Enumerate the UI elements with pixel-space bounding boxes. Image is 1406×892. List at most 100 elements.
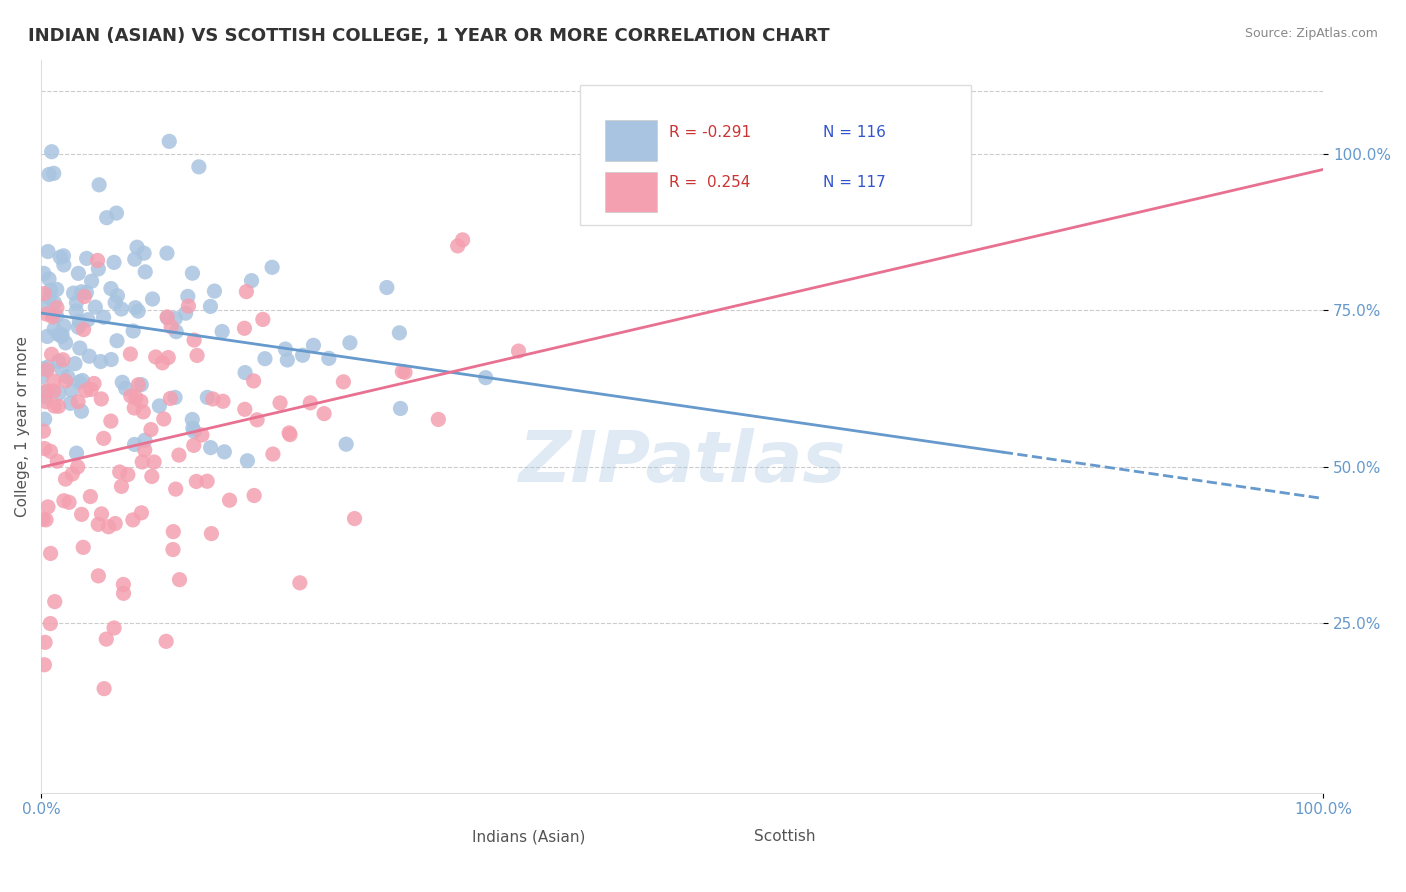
Indians (Asian) — [45, 309, 67, 323]
Scottish — [152, 356, 174, 370]
Indians (Asian) — [41, 145, 63, 159]
Indians (Asian) — [35, 384, 58, 399]
Scottish — [162, 524, 184, 539]
Indians (Asian) — [96, 211, 118, 225]
Scottish — [34, 442, 56, 456]
Indians (Asian) — [32, 266, 55, 280]
Indians (Asian) — [100, 352, 122, 367]
Scottish — [145, 350, 167, 364]
Scottish — [120, 389, 142, 403]
Bar — [605, 120, 657, 161]
Scottish — [218, 493, 240, 508]
Indians (Asian) — [65, 446, 87, 460]
Scottish — [447, 239, 470, 253]
Scottish — [67, 394, 90, 409]
Indians (Asian) — [165, 311, 187, 326]
Scottish — [39, 444, 62, 458]
Indians (Asian) — [124, 252, 146, 267]
Indians (Asian) — [125, 240, 148, 254]
Scottish — [162, 542, 184, 557]
Indians (Asian) — [163, 391, 186, 405]
Scottish — [332, 375, 354, 389]
Text: Scottish: Scottish — [754, 829, 815, 844]
Indians (Asian) — [134, 434, 156, 448]
Scottish — [32, 286, 55, 301]
Indians (Asian) — [37, 244, 59, 259]
Scottish — [152, 412, 174, 426]
Indians (Asian) — [187, 160, 209, 174]
Indians (Asian) — [157, 134, 180, 148]
Scottish — [343, 511, 366, 525]
Scottish — [103, 621, 125, 635]
Scottish — [157, 351, 180, 365]
Scottish — [42, 384, 65, 399]
Scottish — [52, 493, 75, 508]
Scottish — [87, 517, 110, 532]
Indians (Asian) — [124, 301, 146, 315]
Indians (Asian) — [70, 285, 93, 299]
Indians (Asian) — [200, 441, 222, 455]
Indians (Asian) — [104, 295, 127, 310]
Scottish — [90, 507, 112, 521]
Scottish — [243, 488, 266, 502]
Indians (Asian) — [276, 353, 298, 368]
Indians (Asian) — [474, 370, 496, 384]
Scottish — [83, 376, 105, 391]
Indians (Asian) — [38, 168, 60, 182]
Indians (Asian) — [65, 304, 87, 318]
Indians (Asian) — [34, 361, 56, 376]
Indians (Asian) — [177, 289, 200, 303]
Scottish — [93, 431, 115, 445]
Indians (Asian) — [48, 327, 70, 342]
Indians (Asian) — [63, 357, 86, 371]
Scottish — [288, 575, 311, 590]
Scottish — [96, 632, 118, 646]
Indians (Asian) — [37, 329, 59, 343]
Indians (Asian) — [236, 454, 259, 468]
Indians (Asian) — [84, 300, 107, 314]
Indians (Asian) — [32, 300, 55, 314]
Scottish — [122, 401, 145, 415]
Scottish — [41, 347, 63, 361]
Indians (Asian) — [240, 274, 263, 288]
Indians (Asian) — [183, 425, 205, 439]
Bar — [605, 172, 657, 212]
Indians (Asian) — [69, 341, 91, 355]
Scottish — [112, 577, 135, 591]
Indians (Asian) — [129, 377, 152, 392]
Scottish — [86, 253, 108, 268]
Indians (Asian) — [72, 374, 94, 388]
Scottish — [93, 681, 115, 696]
Scottish — [391, 364, 413, 378]
Scottish — [186, 475, 208, 489]
Scottish — [200, 526, 222, 541]
Scottish — [278, 425, 301, 440]
Indians (Asian) — [48, 354, 70, 368]
Scottish — [235, 285, 257, 299]
Indians (Asian) — [56, 369, 79, 384]
Scottish — [122, 513, 145, 527]
Scottish — [104, 516, 127, 531]
Scottish — [246, 413, 269, 427]
Indians (Asian) — [107, 289, 129, 303]
Bar — [419, 822, 464, 847]
Scottish — [52, 352, 75, 367]
Scottish — [139, 423, 162, 437]
Indians (Asian) — [111, 376, 134, 390]
Indians (Asian) — [134, 265, 156, 279]
Scottish — [90, 392, 112, 406]
Indians (Asian) — [87, 178, 110, 192]
Indians (Asian) — [274, 342, 297, 356]
Scottish — [110, 479, 132, 493]
Scottish — [70, 508, 93, 522]
Scottish — [112, 586, 135, 600]
Scottish — [131, 455, 153, 469]
Indians (Asian) — [103, 255, 125, 269]
Scottish — [55, 472, 77, 486]
Text: N = 117: N = 117 — [824, 175, 886, 190]
Indians (Asian) — [80, 274, 103, 288]
Scottish — [269, 396, 291, 410]
Scottish — [58, 495, 80, 509]
Indians (Asian) — [156, 310, 179, 325]
Scottish — [262, 447, 284, 461]
